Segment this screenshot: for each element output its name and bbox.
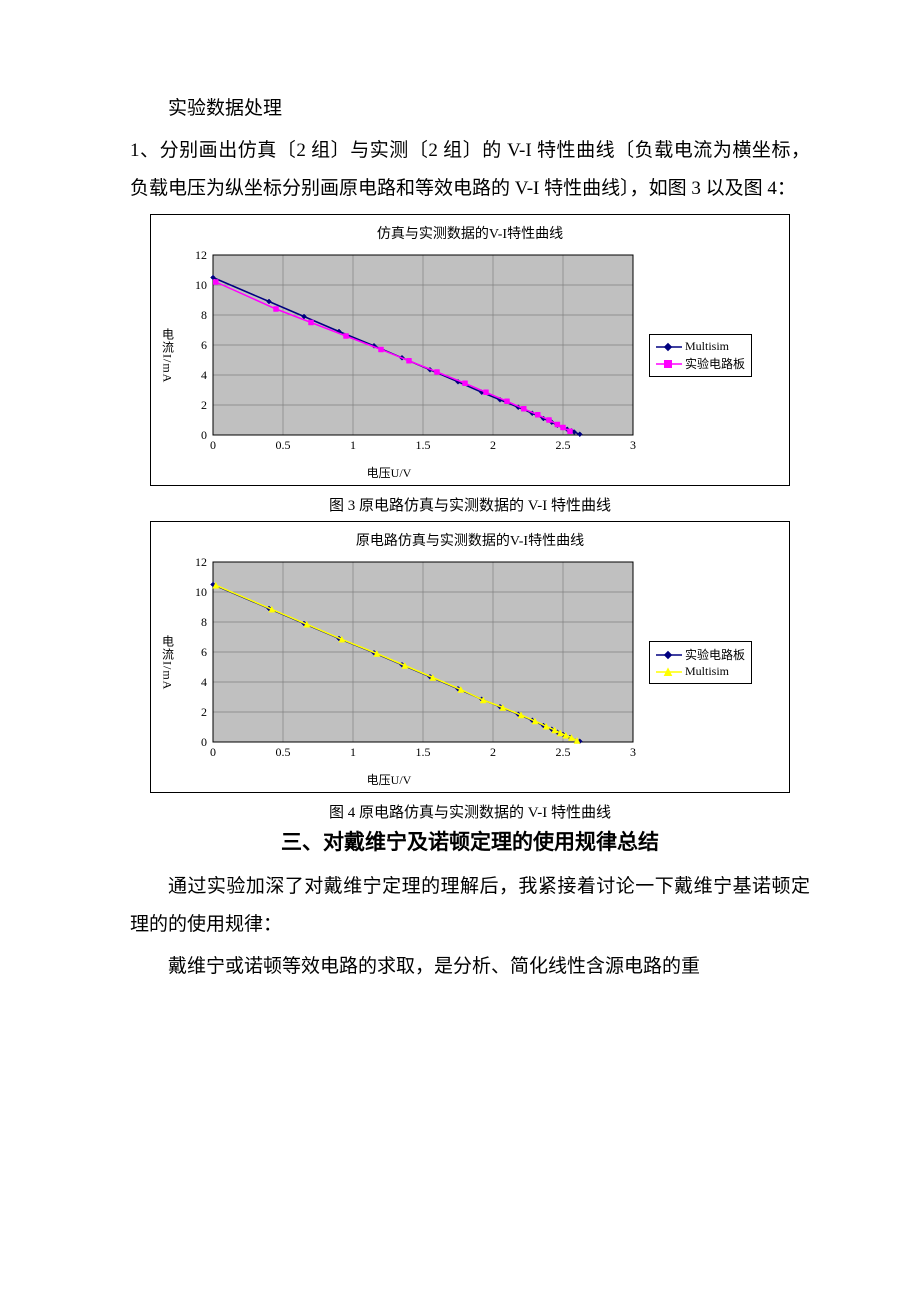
svg-text:0.5: 0.5 [276,745,291,759]
figure-4-caption: 图 4 原电路仿真与实测数据的 V-I 特性曲线 [130,801,810,822]
svg-text:2.5: 2.5 [556,438,571,452]
legend-item: 实验电路板 [656,355,745,372]
svg-text:2.5: 2.5 [556,745,571,759]
legend-item: Multisim [656,664,745,679]
paragraph-3: 通过实验加深了对戴维宁定理的理解后，我紧接着讨论一下戴维宁基诺顿定理的的使用规律… [130,868,810,944]
svg-text:0: 0 [210,438,216,452]
chart-a-plot: 0 0.5 1 1.5 2 2.5 3 0 2 4 6 8 10 12 [179,249,639,462]
svg-text:1: 1 [350,745,356,759]
chart-b-frame: 原电路仿真与实测数据的V-I特性曲线 电流I/mA 00.511.522.530… [150,521,790,793]
svg-text:2: 2 [201,705,207,719]
section-3-title: 三、对戴维宁及诺顿定理的使用规律总结 [130,826,810,856]
svg-text:1: 1 [350,438,356,452]
svg-text:3: 3 [630,438,636,452]
svg-text:10: 10 [195,278,207,292]
svg-text:2: 2 [490,438,496,452]
figure-3-caption: 图 3 原电路仿真与实测数据的 V-I 特性曲线 [130,494,810,515]
svg-text:1.5: 1.5 [416,745,431,759]
chart-b-ylabel: 电流I/mA [160,635,177,690]
legend-item: 实验电路板 [656,646,745,663]
svg-text:8: 8 [201,308,207,322]
svg-text:2: 2 [201,398,207,412]
svg-text:0: 0 [201,735,207,749]
svg-text:8: 8 [201,615,207,629]
svg-text:12: 12 [195,556,207,569]
svg-text:3: 3 [630,745,636,759]
chart-a-legend: Multisim 实验电路板 [649,334,752,377]
chart-b-xlabel: 电压U/V [179,771,599,788]
chart-b-plot: 0 0.5 1 1.5 2 2.5 3 0 2 4 6 8 10 12 [179,556,639,769]
paragraph-4: 戴维宁或诺顿等效电路的求取，是分析、简化线性含源电路的重 [130,948,810,986]
chart-a-xlabel: 电压U/V [179,464,599,481]
svg-text:0: 0 [201,428,207,442]
svg-text:10: 10 [195,585,207,599]
paragraph-header: 实验数据处理 [130,90,810,128]
svg-text:4: 4 [201,368,207,382]
legend-item: Multisim [656,339,745,354]
svg-text:4: 4 [201,675,207,689]
svg-text:2: 2 [490,745,496,759]
svg-text:0: 0 [210,745,216,759]
chart-a-ylabel: 电流I/mA [160,328,177,383]
svg-text:1.5: 1.5 [416,438,431,452]
chart-a-title: 仿真与实测数据的V-I特性曲线 [157,223,783,243]
chart-a-frame: 仿真与实测数据的V-I特性曲线 电流I/mA 0 0.5 1 1.5 2 2.5 3 0 2 4 6… [150,214,790,486]
svg-text:6: 6 [201,338,207,352]
chart-b-legend: 实验电路板 Multisim [649,641,752,684]
svg-text:6: 6 [201,645,207,659]
svg-text:12: 12 [195,249,207,262]
paragraph-1: 1、分别画出仿真〔2 组〕与实测〔2 组〕的 V-I 特性曲线〔负载电流为横坐标… [130,132,810,208]
svg-text:0.5: 0.5 [276,438,291,452]
chart-b-title: 原电路仿真与实测数据的V-I特性曲线 [157,530,783,550]
